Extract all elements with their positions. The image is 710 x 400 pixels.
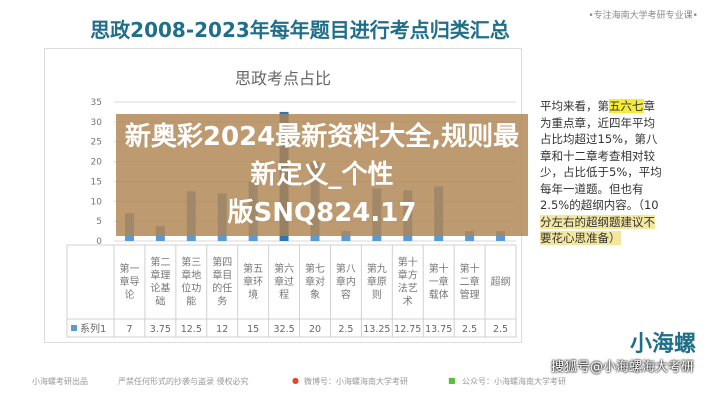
note-segment: 2.5%的超纲内容。（10 <box>540 198 659 212</box>
x-category-label: 第六章过程 <box>274 262 294 301</box>
data-label: 12.75 <box>394 324 421 335</box>
x-category-label: 第四章目的任务 <box>212 256 232 308</box>
note-line: 分左右的超纲题建议不 <box>540 214 680 231</box>
data-label: 2.5 <box>462 324 477 335</box>
legend-label: 系列1 <box>80 322 106 335</box>
logo: 小海螺 <box>629 332 696 357</box>
x-category-label: 第五章环境 <box>243 262 263 301</box>
x-category-label: 第九章原则 <box>367 262 387 301</box>
banner-line-2: 版SNQ824.17 <box>227 198 417 228</box>
note-segment: 每年一道题。但也有 <box>540 181 644 196</box>
weibo-icon: ● <box>292 376 299 385</box>
note-line: 章和十二章考查相对较 <box>540 148 680 165</box>
sohu-watermark: 搜狐号@小海螺海大考研 <box>550 360 694 375</box>
data-label: 3.75 <box>150 324 171 335</box>
tagline: •专注海南大学考研专业课• <box>588 11 698 21</box>
data-label: 13.75 <box>425 324 452 335</box>
data-label: 13.25 <box>363 324 390 335</box>
note-line: 要花心思准备） <box>540 230 680 247</box>
y-tick-label: 25 <box>91 138 102 148</box>
data-label: 2.5 <box>338 324 353 335</box>
footer-copyright: 严禁任何形式的抄袭与盗录 侵权必究 <box>118 377 249 386</box>
note-segment: 为重点章，近四年平均 <box>540 115 655 130</box>
note-segment: 分左右的超纲题建议不 <box>540 214 655 229</box>
y-tick-label: 10 <box>91 197 103 207</box>
chart-title: 思政考点占比 <box>234 69 331 88</box>
banner-line-1: 新奥彩2024最新资料大全,规则最新定义_个性 <box>124 122 520 190</box>
x-category-label: 第十章方法艺术 <box>398 256 418 308</box>
page-title: 思政2008-2023年每年题目进行考点归类汇总 <box>90 18 510 42</box>
note-segment: 平均来看，第 <box>540 99 609 113</box>
footer: 小海螺考研出品 严禁任何形式的抄袭与盗录 侵权必究 ● 微博号：小海螺海南大学考… <box>0 372 710 392</box>
note-segment: 少，占比低于5%，平均 <box>540 165 662 179</box>
footer-wechat: 公众号：小海螺海南大学考研 <box>462 377 566 386</box>
note-line: 2.5%的超纲内容。（10 <box>540 197 680 214</box>
x-category-label: 第八章内容 <box>336 262 356 301</box>
y-tick-label: 15 <box>91 177 102 187</box>
data-label: 12.5 <box>181 324 202 335</box>
bar <box>341 231 351 241</box>
data-label: 7 <box>126 324 132 335</box>
footer-weibo: 微博号：小海螺海南大学考研 <box>304 377 408 386</box>
data-label: 32.5 <box>273 324 294 335</box>
bar <box>496 231 506 241</box>
data-label: 12 <box>216 324 228 335</box>
note-segment: 章和十二章考查相对较 <box>540 148 655 163</box>
banner-text: 新奥彩2024最新资料大全,规则最新定义_个性 版SNQ824.17 <box>122 118 522 232</box>
overlay-banner <box>116 114 528 236</box>
x-category-label: 第一章导论 <box>119 262 139 301</box>
data-label: 2.5 <box>493 324 508 335</box>
note-segment: 五六七 <box>609 99 644 113</box>
note-line: 平均来看，第五六七章 <box>540 98 680 115</box>
y-tick-label: 5 <box>96 217 102 227</box>
y-tick-label: 30 <box>91 118 103 128</box>
data-label: 15 <box>247 324 259 335</box>
x-category-label: 第十二章管理 <box>460 262 480 301</box>
note-line: 为重点章，近四年平均 <box>540 115 680 132</box>
bar <box>465 231 475 241</box>
x-category-label: 第三章地位功能 <box>181 256 201 308</box>
y-tick-label: 35 <box>91 98 102 108</box>
y-tick-label: 0 <box>96 237 102 247</box>
note-segment: 章 <box>643 99 656 113</box>
x-category-label: 第七章对象 <box>305 262 325 301</box>
x-category-label: 第十一章载体 <box>429 262 449 301</box>
note-line: 占比均超过15%，第八 <box>540 131 680 148</box>
y-tick-label: 20 <box>91 158 103 168</box>
note-segment: 要花心思准备） <box>540 231 621 245</box>
note-line: 少，占比低于5%，平均 <box>540 164 680 181</box>
footer-producer: 小海螺考研出品 <box>32 377 88 386</box>
note-segment: 占比均超过15%，第八 <box>540 132 658 146</box>
data-label: 20 <box>309 324 321 335</box>
x-category-label: 第二章理论基础 <box>150 256 170 308</box>
wechat-icon: ■ <box>448 376 456 385</box>
x-category-label: 超纲 <box>491 275 511 288</box>
note-text: 平均来看，第五六七章 为重点章，近四年平均 占比均超过15%，第八 章和十二章考查相对… <box>540 98 680 247</box>
note-line: 每年一道题。但也有 <box>540 181 680 198</box>
legend-swatch <box>71 325 77 331</box>
